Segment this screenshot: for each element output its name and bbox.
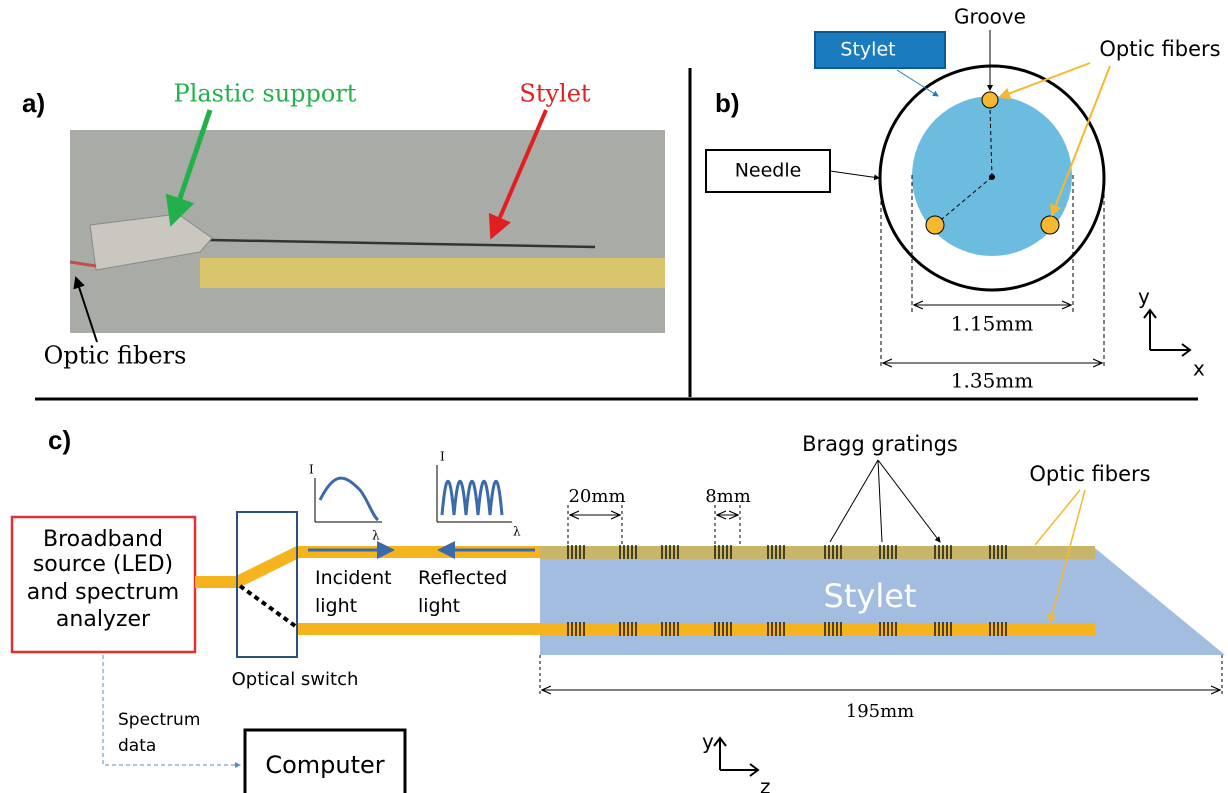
shape [1095, 548, 1225, 655]
axis-label: I [309, 463, 314, 477]
annotation: Optic fibers [1099, 37, 1220, 61]
annotation: Groove [954, 5, 1026, 29]
callout: Needle [735, 160, 802, 182]
text-line: Reflected [418, 567, 507, 589]
tape-measure [200, 258, 665, 288]
dimension: 20mm [568, 486, 625, 507]
text-line: source (LED) [33, 552, 173, 577]
text-line: light [418, 595, 460, 617]
shape [237, 512, 297, 657]
shape [926, 216, 944, 234]
axis-label: λ [513, 525, 521, 539]
shape [540, 548, 1095, 655]
axis-label: y [702, 730, 714, 754]
annotation: Stylet [519, 80, 591, 108]
text-line: light [315, 595, 357, 617]
label: Spectrum data [118, 710, 200, 756]
dimension: 195mm [846, 701, 915, 722]
label: Optical switch [232, 669, 359, 690]
text-line: Broadband [43, 527, 163, 552]
dimension: 8mm [705, 486, 751, 507]
annotation: Optic fibers [44, 342, 187, 370]
label: Incident light [315, 567, 392, 617]
shape [982, 92, 998, 108]
panel-label: c) [48, 425, 71, 455]
shape [540, 546, 1095, 559]
text-line: data [118, 736, 156, 756]
shape [568, 505, 740, 545]
shape [540, 655, 1222, 695]
text-line: analyzer [56, 607, 151, 632]
shape [989, 174, 995, 180]
callout: Stylet [840, 39, 895, 61]
text-line: Incident [315, 567, 392, 589]
axis-label: x [1193, 357, 1205, 381]
panel-label: b) [715, 88, 740, 118]
shape [1041, 216, 1059, 234]
annotation: Optic fibers [1029, 462, 1150, 486]
shape [1150, 310, 1190, 350]
figure: a) Plastic support Stylet Optic fibers b… [0, 0, 1228, 793]
label: Stylet [824, 577, 917, 615]
shape [315, 478, 382, 522]
box-label: Computer [265, 751, 384, 779]
axis-label: z [760, 775, 771, 793]
label: Reflected light [418, 567, 507, 617]
axis-label: λ [372, 529, 380, 543]
shape [240, 586, 298, 628]
axis-label: I [440, 450, 445, 464]
shape [830, 460, 940, 542]
annotation: Bragg gratings [802, 432, 958, 456]
annotation: Plastic support [174, 80, 357, 108]
shape [442, 481, 502, 515]
text-line: and spectrum [27, 580, 180, 605]
panel-label: a) [22, 88, 45, 118]
dimension: 1.35mm [951, 369, 1033, 393]
dimension: 1.15mm [951, 312, 1033, 336]
shape [320, 478, 378, 520]
axis-label: y [1138, 285, 1150, 309]
text-line: Spectrum [118, 710, 200, 730]
shape [830, 171, 879, 178]
